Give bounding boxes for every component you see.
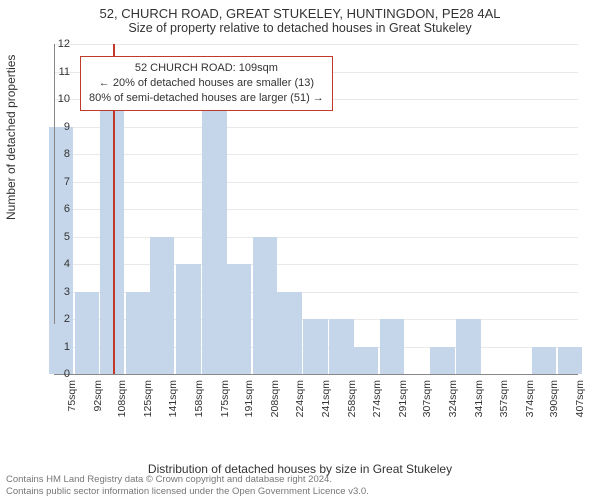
histogram-bar [49,127,73,375]
x-tick-label: 224sqm [294,380,306,417]
histogram-bar [150,237,174,375]
x-tick-label: 175sqm [219,380,231,417]
x-tick-label: 324sqm [447,380,459,417]
gridline [54,182,578,183]
histogram-bar [227,264,251,374]
y-tick-label: 9 [50,121,70,133]
histogram-bar [329,319,353,374]
plot-region: 75sqm92sqm108sqm125sqm141sqm158sqm175sqm… [54,44,578,374]
x-tick-label: 191sqm [243,380,255,417]
chart-area: 75sqm 92sqm 108sqm 125sqm 141sqm 158sqm 175sqm… [54,44,578,424]
x-axis-line [54,374,578,375]
histogram-bar [176,264,200,374]
x-tick-label: 241sqm [320,380,332,417]
y-axis-label: Number of detached properties [4,55,18,220]
gridline [54,127,578,128]
x-tick-label: 274sqm [371,380,383,417]
histogram-bar [126,292,150,375]
x-tick-label: 374sqm [524,380,536,417]
y-tick-label: 8 [50,148,70,160]
gridline [54,154,578,155]
x-tick-label: 141sqm [167,380,179,417]
x-tick-label: 92sqm [92,380,104,412]
histogram-bar [430,347,454,375]
x-tick-label: 407sqm [574,380,586,417]
y-tick-label: 1 [50,341,70,353]
x-tick-label: 108sqm [116,380,128,417]
chart-title-sub: Size of property relative to detached ho… [0,21,600,37]
property-info-box: 52 CHURCH ROAD: 109sqm← 20% of detached … [80,56,333,111]
gridline [54,237,578,238]
x-tick-label: 357sqm [498,380,510,417]
histogram-bar [253,237,277,375]
infobox-line3: 80% of semi-detached houses are larger (… [89,91,324,106]
histogram-bar [202,99,226,374]
gridline [54,44,578,45]
footnote-line2: Contains public sector information licen… [6,486,369,498]
histogram-bar [354,347,378,375]
gridline [54,264,578,265]
y-tick-label: 11 [50,66,70,78]
footnote: Contains HM Land Registry data © Crown c… [6,474,369,498]
x-tick-label: 341sqm [473,380,485,417]
y-tick-label: 6 [50,203,70,215]
x-tick-label: 75sqm [66,380,78,412]
y-tick-label: 10 [50,93,70,105]
histogram-bar [277,292,301,375]
y-tick-label: 0 [50,368,70,380]
x-tick-label: 258sqm [346,380,358,417]
y-tick-label: 5 [50,231,70,243]
histogram-bar [75,292,99,375]
x-tick-label: 390sqm [548,380,560,417]
gridline [54,209,578,210]
histogram-bar [100,99,124,374]
y-tick-label: 2 [50,313,70,325]
x-tick-label: 125sqm [142,380,154,417]
infobox-line1: 52 CHURCH ROAD: 109sqm [89,61,324,76]
histogram-bar [380,319,404,374]
histogram-bar [456,319,480,374]
y-tick-label: 7 [50,176,70,188]
x-tick-label: 307sqm [421,380,433,417]
x-tick-label: 291sqm [397,380,409,417]
infobox-line2: ← 20% of detached houses are smaller (13… [89,76,324,91]
x-tick-label: 158sqm [193,380,205,417]
histogram-bar [532,347,556,375]
histogram-bar [303,319,327,374]
y-tick-label: 4 [50,258,70,270]
chart-title-main: 52, CHURCH ROAD, GREAT STUKELEY, HUNTING… [0,0,600,21]
histogram-bar [558,347,582,375]
footnote-line1: Contains HM Land Registry data © Crown c… [6,474,369,486]
y-tick-label: 12 [50,38,70,50]
x-tick-label: 208sqm [269,380,281,417]
y-tick-label: 3 [50,286,70,298]
